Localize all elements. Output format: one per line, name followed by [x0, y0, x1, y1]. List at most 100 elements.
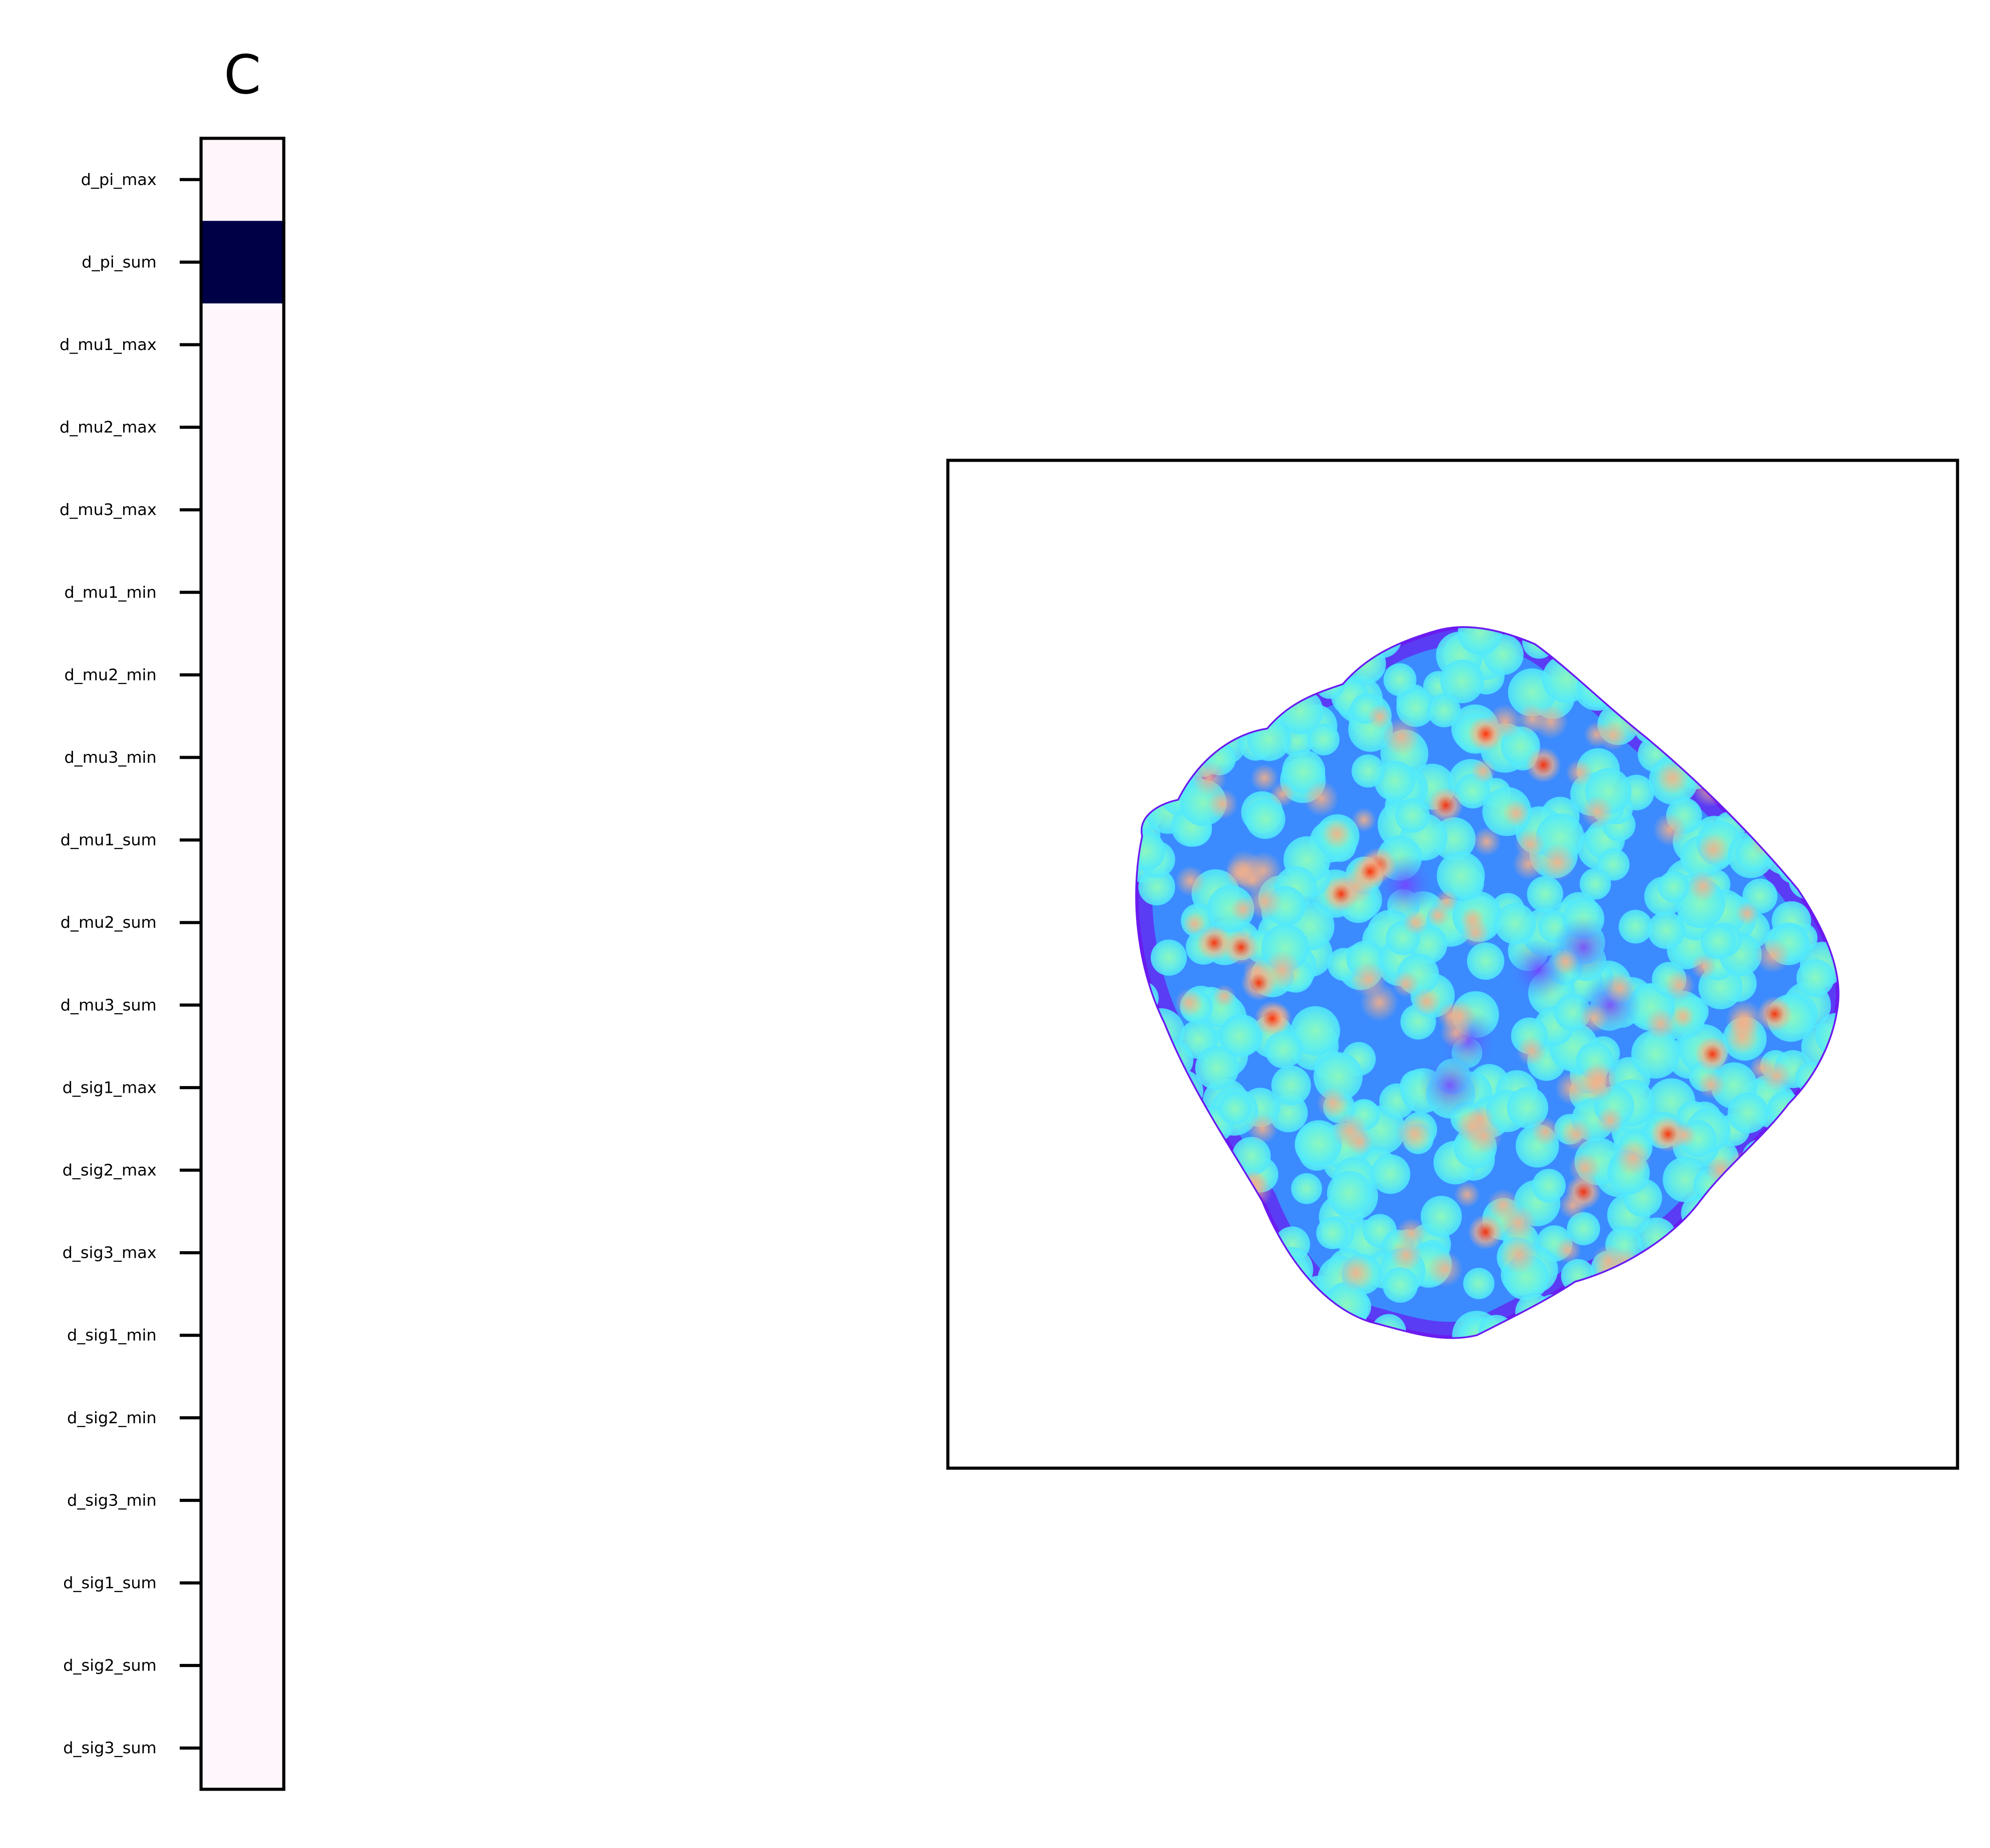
y-tick-label: d_mu2_max — [60, 419, 157, 437]
heatmap-cell — [201, 633, 284, 717]
density-warm-spot — [1579, 1003, 1608, 1033]
heatmap-cell — [201, 303, 284, 387]
density-blob — [1265, 1031, 1303, 1069]
density-warm-spot — [1539, 843, 1577, 881]
density-blob — [1395, 798, 1430, 833]
density-warm-spot — [1412, 987, 1441, 1016]
heatmap-cell — [201, 1459, 284, 1542]
density-warm-spot — [1696, 833, 1730, 866]
density-warm-spot — [1697, 1071, 1725, 1099]
density-warm-spot — [1560, 1118, 1592, 1151]
y-tick-label: d_mu1_sum — [60, 831, 157, 850]
density-warm-spot — [1487, 1188, 1520, 1221]
y-tick-label: d_mu2_min — [64, 666, 157, 684]
density-blob — [1437, 851, 1485, 900]
density-warm-spot — [1565, 759, 1593, 787]
density-image-panel — [946, 459, 1959, 1470]
density-blob — [1458, 628, 1503, 655]
density-blob — [1532, 1168, 1566, 1203]
density-warm-spot — [1247, 1113, 1278, 1144]
y-tick-label: d_pi_max — [81, 171, 157, 189]
y-tick-label: d_sig1_max — [62, 1079, 157, 1097]
density-hot-spot — [1566, 1174, 1601, 1210]
density-warm-spot — [1515, 829, 1546, 860]
y-tick-label: d_sig1_min — [67, 1326, 157, 1345]
heatmap-cell — [201, 1211, 284, 1294]
density-blob — [1195, 1046, 1239, 1090]
density-blob — [1647, 911, 1685, 949]
density-blob — [1467, 942, 1505, 980]
y-tick-label: d_mu1_min — [64, 584, 157, 602]
density-blob — [1427, 694, 1461, 728]
heatmap-panel-c: C d_pi_max d_pi_sum d_mu1_max d_mu2_max d_mu… — [60, 44, 286, 1791]
heatmap-cell — [201, 221, 284, 304]
density-blob — [1796, 959, 1834, 997]
heatmap-cells — [201, 138, 284, 1790]
density-warm-spot — [1598, 720, 1628, 751]
panel-title: C — [224, 44, 261, 106]
density-blob — [1245, 799, 1285, 839]
density-warm-spot — [1175, 866, 1206, 897]
density-cold-spot — [1419, 1054, 1481, 1116]
density-warm-spot — [1213, 984, 1236, 1008]
heatmap-cell — [201, 964, 284, 1047]
density-warm-spot — [1755, 938, 1791, 973]
density-warm-spot — [1250, 764, 1279, 792]
density-warm-spot — [1691, 954, 1716, 979]
y-tick-label: d_sig2_max — [62, 1161, 157, 1180]
density-warm-spot — [1175, 988, 1204, 1017]
density-warm-spot — [1516, 1036, 1547, 1066]
density-blob — [1579, 868, 1611, 900]
heatmap-cell — [201, 1624, 284, 1707]
density-warm-spot — [1402, 910, 1429, 936]
density-warm-spot — [1230, 896, 1256, 922]
y-axis-ticks: d_pi_max d_pi_sum d_mu1_max d_mu2_max d_mu3_… — [60, 171, 201, 1757]
density-warm-spot — [1191, 761, 1227, 796]
density-blob — [1700, 924, 1736, 959]
density-blob — [1290, 1006, 1340, 1056]
heatmap-cell — [201, 716, 284, 799]
density-blob — [1291, 1173, 1322, 1204]
density-warm-spot — [1581, 795, 1614, 828]
density-warm-spot — [1725, 1020, 1760, 1054]
density-hot-spot — [1196, 925, 1232, 961]
heatmap-cell — [201, 1046, 284, 1129]
density-warm-spot — [1454, 1181, 1481, 1208]
y-tick-label: d_sig3_max — [62, 1244, 157, 1262]
density-hot-spot — [1468, 1214, 1503, 1250]
y-tick-label: d_mu3_sum — [60, 996, 157, 1015]
y-tick-label: d_sig2_sum — [63, 1657, 157, 1675]
density-warm-spot — [1604, 972, 1636, 1004]
density-warm-spot — [1596, 1106, 1624, 1135]
density-hot-spot — [1241, 965, 1277, 1001]
density-warm-spot — [1555, 1071, 1589, 1105]
density-blob — [1219, 1016, 1260, 1057]
density-hot-spot — [1468, 716, 1503, 752]
density-blob — [1370, 1154, 1410, 1194]
density-warm-spot — [1552, 947, 1579, 975]
density-blob — [1527, 876, 1563, 912]
density-blob — [1658, 871, 1689, 902]
density-blob — [1619, 910, 1653, 944]
density-blob — [1351, 754, 1385, 788]
density-warm-spot — [1503, 800, 1530, 827]
y-tick-label: d_pi_sum — [82, 253, 157, 271]
y-tick-label: d_sig3_min — [67, 1491, 157, 1510]
density-blob — [1151, 939, 1187, 976]
density-blob — [1495, 903, 1536, 945]
density-warm-spot — [1182, 912, 1207, 936]
heatmap-cell — [201, 1377, 284, 1460]
density-blob — [1396, 688, 1435, 727]
density-warm-spot — [1392, 970, 1419, 998]
density-warm-spot — [1645, 1008, 1676, 1040]
density-warm-spot — [1472, 827, 1501, 856]
density-blob — [1421, 1196, 1462, 1237]
density-warm-spot — [1367, 704, 1393, 729]
density-warm-spot — [1671, 1005, 1695, 1028]
density-hot-spot — [1526, 747, 1561, 783]
density-warm-spot — [1460, 907, 1485, 932]
density-blob — [1382, 1267, 1418, 1303]
density-warm-spot — [1360, 983, 1399, 1022]
y-tick-label: d_mu3_min — [64, 749, 157, 767]
